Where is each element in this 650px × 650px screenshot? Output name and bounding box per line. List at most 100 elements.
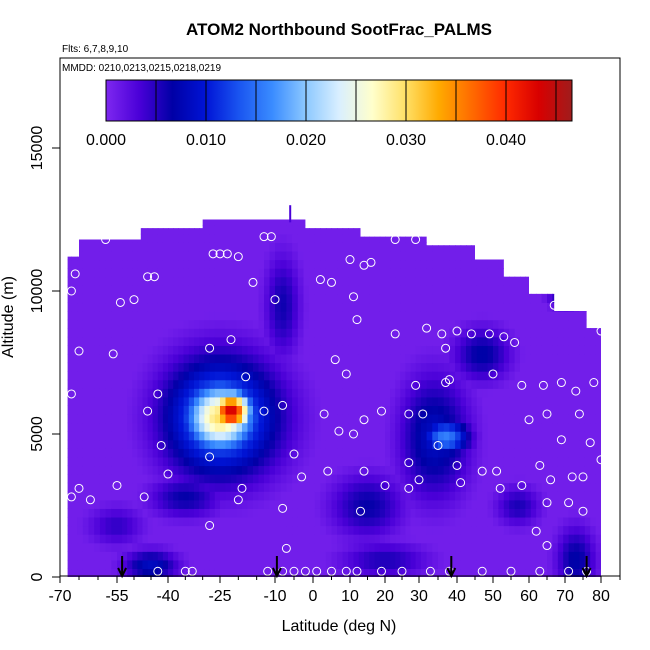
heatmap-cell	[455, 345, 462, 355]
heatmap-cell	[94, 302, 101, 312]
heatmap-cell	[209, 431, 216, 441]
heatmap-cell	[111, 250, 118, 261]
heatmap-cell	[269, 293, 276, 304]
heatmap-cell	[405, 268, 412, 278]
heatmap-cell	[157, 293, 164, 304]
sample-point	[352, 566, 362, 576]
heatmap-cell	[286, 336, 293, 346]
heatmap-cell	[487, 413, 494, 424]
heatmap-cell	[466, 345, 472, 355]
heatmap-cell	[509, 208, 515, 217]
heatmap-cell	[199, 534, 205, 544]
heatmap-cell	[67, 559, 72, 570]
heatmap-cell	[258, 250, 265, 261]
heatmap-cell	[132, 405, 138, 415]
heatmap-cell	[552, 482, 559, 492]
heatmap-cell	[520, 276, 526, 286]
heatmap-cell	[88, 353, 95, 364]
heatmap-cell	[77, 353, 84, 364]
heatmap-cell	[162, 534, 169, 544]
heatmap-cell	[117, 431, 123, 441]
heatmap-cell	[71, 250, 78, 261]
heatmap-cell	[99, 551, 107, 561]
heatmap-cell	[247, 465, 254, 475]
heatmap-cell	[385, 499, 391, 509]
heatmap-cell	[303, 534, 310, 544]
heatmap-cell	[342, 328, 349, 338]
heatmap-cell	[117, 482, 123, 492]
heatmap-cell	[242, 293, 249, 304]
heatmap-cell	[385, 396, 391, 406]
sample-point	[312, 566, 322, 576]
heatmap-cell	[178, 259, 185, 269]
heatmap-cell	[514, 242, 521, 252]
x-tick-label: 10	[341, 588, 359, 605]
heatmap-cell	[127, 551, 133, 561]
heatmap-cell	[374, 379, 381, 389]
heatmap-cell	[410, 311, 417, 321]
sample-point	[233, 495, 243, 505]
heatmap-cell	[204, 448, 211, 458]
heatmap-cell	[369, 448, 376, 458]
heatmap-cell	[127, 219, 133, 226]
heatmap-cell	[77, 242, 84, 252]
sample-point	[66, 389, 76, 399]
heatmap-cell	[242, 465, 249, 475]
heatmap-cell	[117, 534, 123, 544]
heatmap-cell	[579, 250, 586, 261]
heatmap-cell	[432, 431, 439, 441]
heatmap-cell	[320, 302, 327, 312]
heatmap-cell	[258, 285, 265, 295]
heatmap-cell	[590, 499, 597, 509]
heatmap-cell	[443, 319, 450, 329]
heatmap-cell	[426, 302, 433, 312]
heatmap-cell	[178, 362, 185, 372]
heatmap-cell	[536, 259, 543, 269]
heatmap-cell	[132, 388, 138, 398]
heatmap-cell	[449, 379, 456, 389]
heatmap-cell	[455, 336, 462, 346]
heatmap-cell	[348, 268, 355, 278]
heatmap-cell	[275, 491, 282, 501]
heatmap-cell	[127, 474, 133, 484]
heatmap-cell	[503, 302, 510, 312]
heatmap-cell	[369, 491, 376, 501]
heatmap-cell	[183, 482, 190, 492]
heatmap-cell	[385, 405, 391, 415]
heatmap-cell	[547, 499, 553, 509]
heatmap-cell	[309, 242, 316, 252]
heatmap-cell	[331, 405, 338, 415]
heatmap-cell	[390, 559, 396, 570]
heatmap-cell	[236, 242, 243, 252]
heatmap-cell	[541, 250, 548, 261]
heatmap-cell	[471, 379, 478, 389]
heatmap-cell	[460, 551, 467, 561]
heatmap-cell	[142, 259, 149, 269]
heatmap-cell	[530, 508, 537, 518]
heatmap-cell	[231, 302, 238, 312]
heatmap-cell	[342, 542, 349, 552]
heatmap-cell	[353, 474, 360, 484]
heatmap-cell	[410, 225, 417, 235]
heatmap-cell	[209, 482, 216, 492]
heatmap-cell	[558, 208, 564, 217]
heatmap-cell	[520, 328, 526, 338]
heatmap-cell	[204, 525, 211, 535]
heatmap-cell	[269, 268, 276, 278]
heatmap-cell	[487, 268, 494, 278]
heatmap-cell	[122, 345, 128, 355]
heatmap-cell	[530, 534, 537, 544]
heatmap-cell	[309, 379, 316, 389]
heatmap-cell	[173, 431, 179, 441]
heatmap-cell	[348, 465, 355, 475]
sample-point	[143, 406, 153, 416]
x-tick-label: -40	[156, 588, 179, 605]
heatmap-cell	[426, 379, 433, 389]
heatmap-cell	[498, 551, 505, 561]
heatmap-cell	[157, 431, 164, 441]
heatmap-cell	[331, 285, 338, 295]
heatmap-cell	[432, 268, 439, 278]
x-tick-label: -55	[105, 588, 128, 605]
heatmap-cell	[482, 491, 489, 501]
heatmap-cell	[331, 259, 338, 269]
